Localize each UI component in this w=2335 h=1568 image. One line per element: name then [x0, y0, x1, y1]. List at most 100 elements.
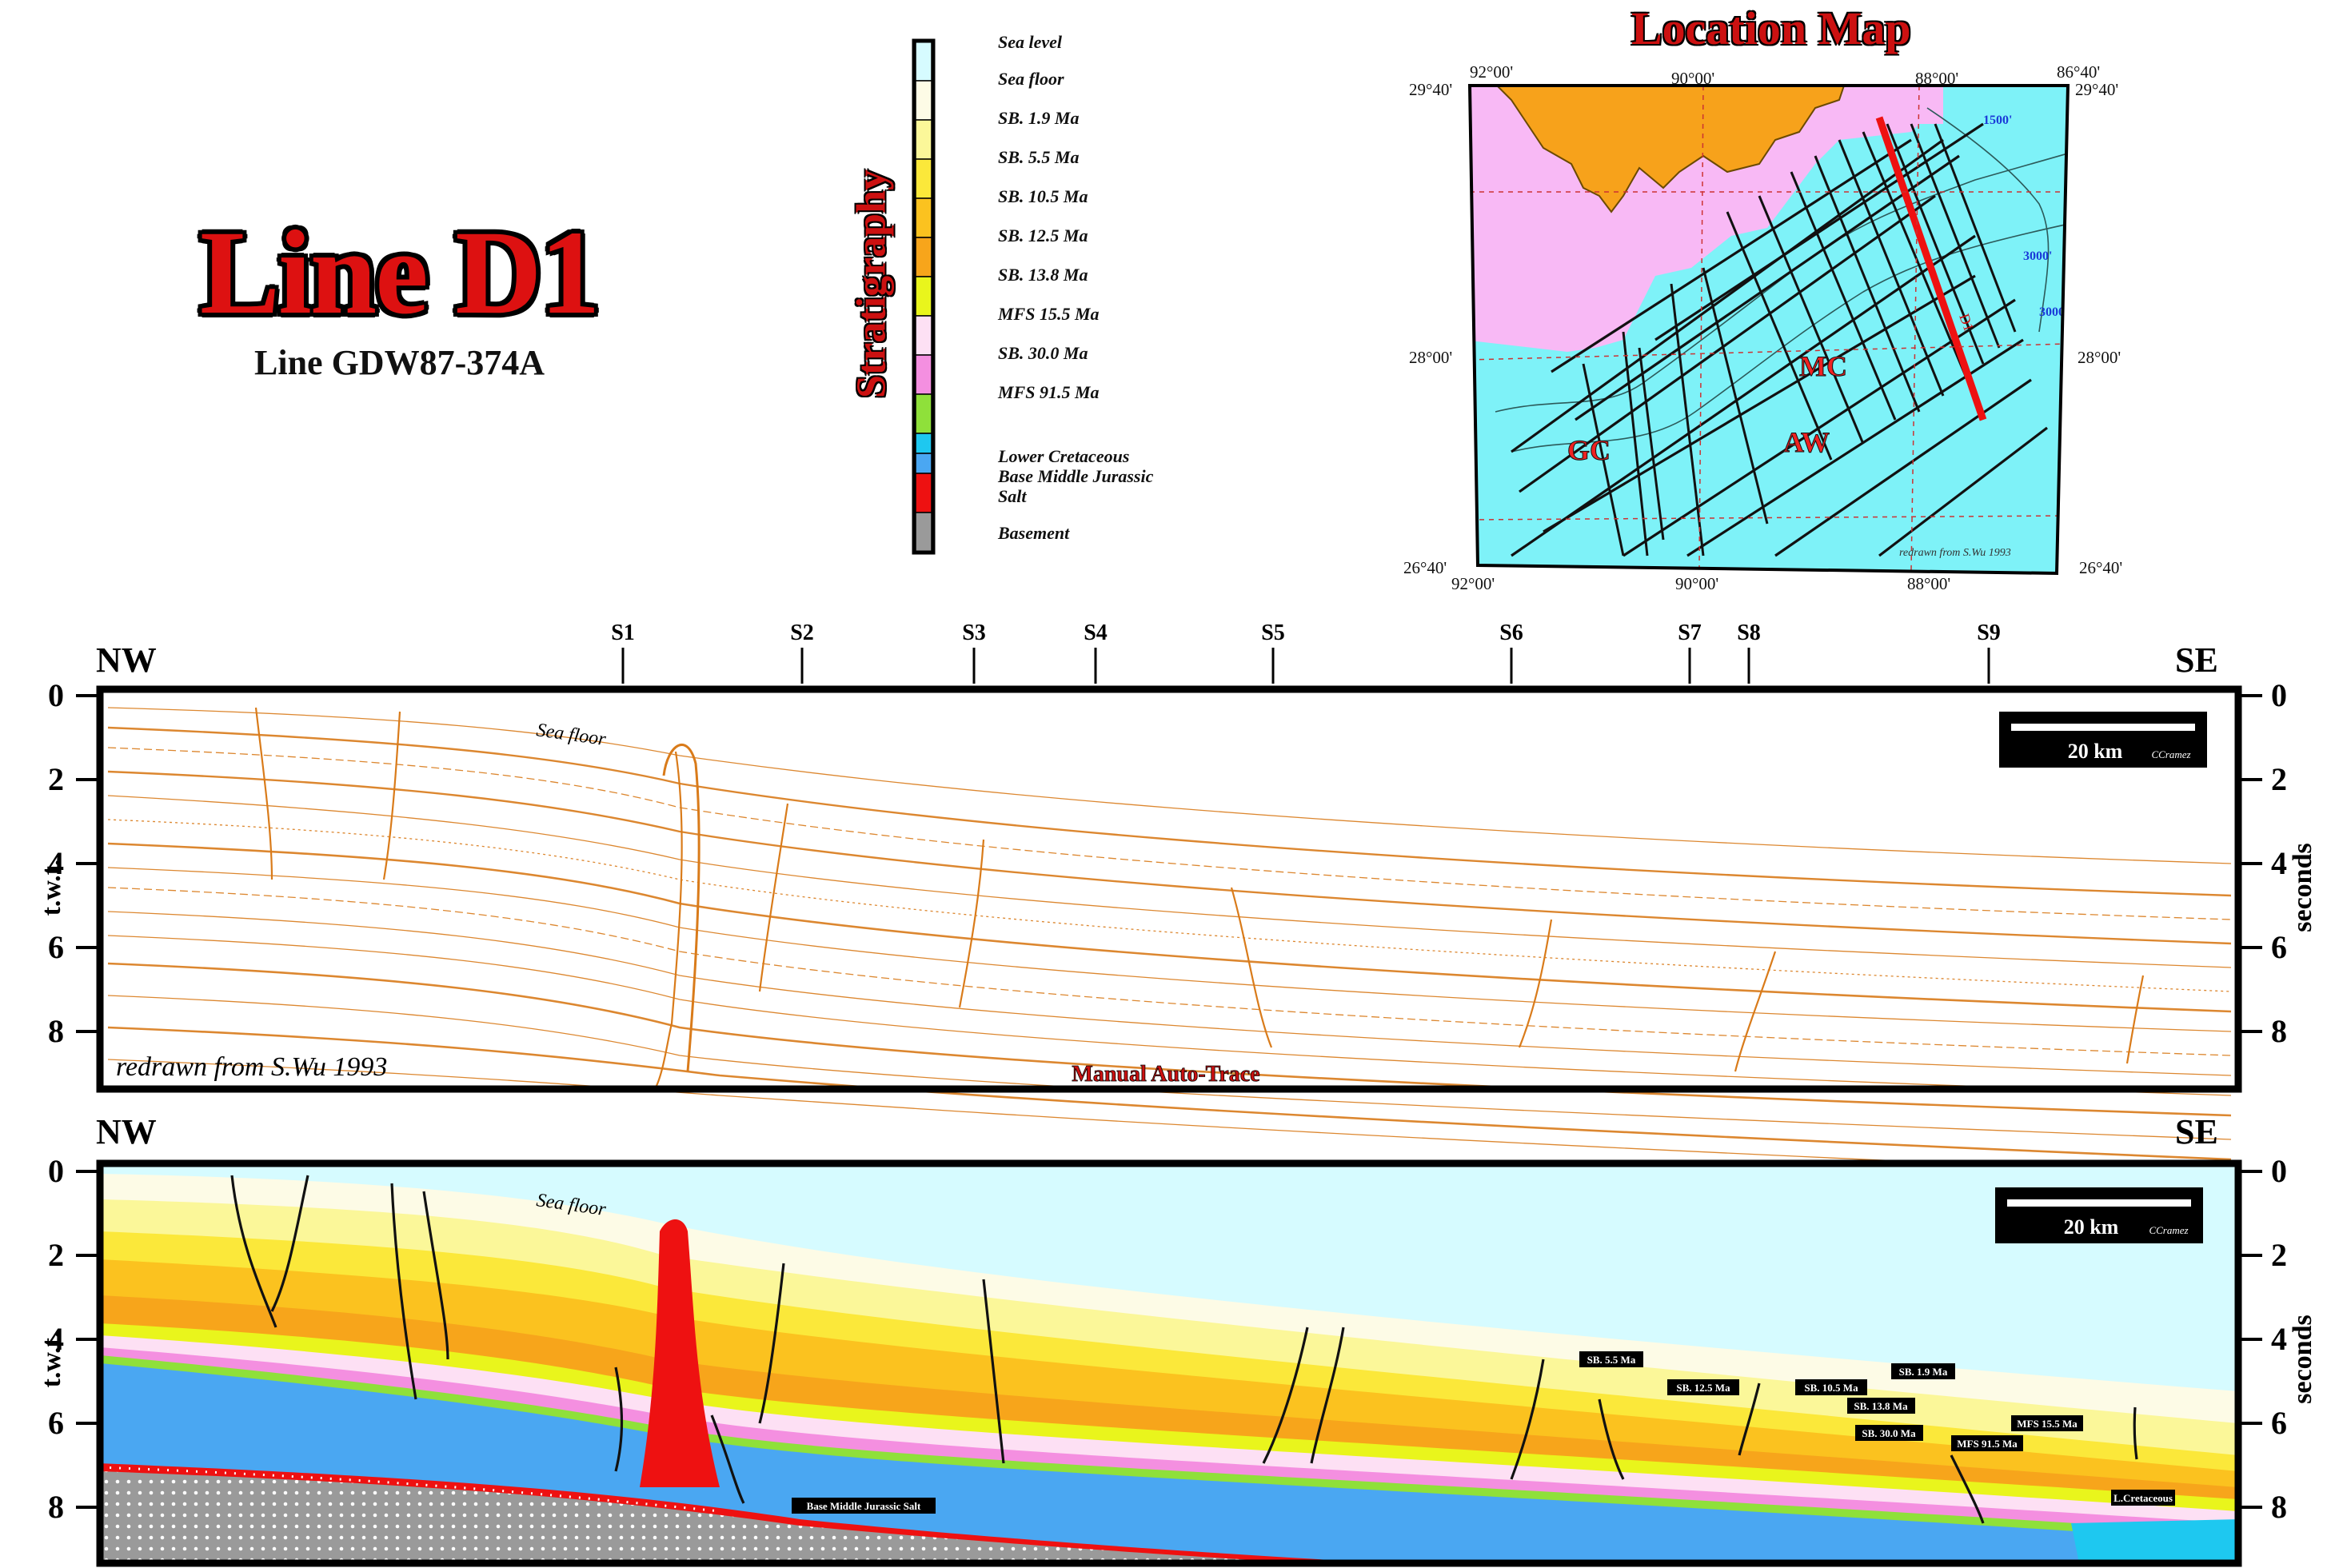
top-right-tick-0: 0 — [2271, 677, 2287, 713]
map-lon-8640-top: 86°40' — [2057, 62, 2101, 82]
top-right-tick-4: 4 — [2271, 845, 2287, 881]
top-sea-floor-label: Sea floor — [535, 720, 608, 750]
legend-swatches — [912, 38, 936, 555]
legend-label-lower-cretaceous: Lower Cretaceous — [998, 446, 1130, 466]
station-s3: S3 — [962, 620, 986, 645]
top-left-tick-4: 4 — [48, 845, 64, 881]
bottom-right-tick-6: 6 — [2271, 1405, 2287, 1441]
map-lat-2800-right: 28°00' — [2078, 348, 2121, 367]
legend-swatch-5 — [915, 237, 932, 277]
location-map-title: Location Map — [1631, 2, 1911, 54]
bottom-scale-label: 20 km — [2064, 1215, 2119, 1239]
top-scale-credit: CCramez — [2151, 748, 2190, 760]
tag-base-middle-jurassic-salt: Base Middle Jurassic Salt — [807, 1500, 921, 1512]
tag-sb-10-5: SB. 10.5 Ma — [1804, 1382, 1858, 1394]
bottom-left-axis-label: t.w.t. — [37, 1331, 66, 1388]
legend-swatch-9 — [915, 393, 932, 434]
tag-sb-12-5: SB. 12.5 Ma — [1676, 1382, 1730, 1394]
map-area-gc: GC — [1567, 434, 1611, 466]
map-lat-2940-right: 29°40' — [2075, 80, 2119, 99]
legend-label-mfs-91-5: MFS 91.5 Ma — [998, 382, 1100, 402]
tag-sb-13-8: SB. 13.8 Ma — [1854, 1400, 1908, 1412]
station-s5: S5 — [1261, 620, 1285, 645]
bottom-left-tick-0: 0 — [48, 1153, 64, 1189]
station-s7: S7 — [1678, 620, 1702, 645]
tag-sb-30-0: SB. 30.0 Ma — [1862, 1427, 1916, 1439]
map-lon-90-bottom: 90°00' — [1675, 574, 1719, 593]
top-scale-label: 20 km — [2068, 740, 2123, 763]
bottom-nw-label: NW — [96, 1112, 157, 1151]
map-area-mc: MC — [1799, 350, 1847, 382]
legend-label-sb-1-9: SB. 1.9 Ma — [998, 108, 1080, 128]
station-s4: S4 — [1084, 620, 1108, 645]
legend-label-sea-floor: Sea floor — [998, 69, 1064, 89]
location-map: 1500' 3000' 3000' MC GC AW D1 redrawn fr… — [1467, 84, 2070, 576]
legend-swatch-8 — [915, 354, 932, 395]
legend-swatch-13 — [915, 512, 932, 553]
bottom-se-label: SE — [2175, 1112, 2218, 1151]
station-s1: S1 — [611, 620, 635, 645]
legend-label-sea-level: Sea level — [998, 32, 1063, 52]
bottom-section-panel: NW SE — [37, 1112, 2317, 1567]
top-right-tick-8: 8 — [2271, 1013, 2287, 1049]
map-credit: redrawn from S.Wu 1993 — [1899, 547, 2011, 559]
top-right-tick-2: 2 — [2271, 761, 2287, 797]
station-s2: S2 — [790, 620, 814, 645]
bottom-right-tick-4: 4 — [2271, 1321, 2287, 1357]
station-ticks — [621, 648, 1990, 684]
legend-swatch-3 — [915, 158, 932, 199]
legend-label-sb-12-5: SB. 12.5 Ma — [998, 225, 1088, 245]
legend-swatch-12 — [915, 473, 932, 513]
bottom-left-tick-8: 8 — [48, 1489, 64, 1525]
top-se-label: SE — [2175, 640, 2218, 680]
map-lat-2640-left: 26°40' — [1403, 558, 1447, 577]
top-left-axis-label: t.w.t. — [37, 860, 66, 916]
legend-swatch-10 — [915, 433, 932, 454]
station-s9: S9 — [1977, 620, 2001, 645]
seismic-sections: S1 S2 S3 S4 S5 S6 S7 S8 S9 NW SE — [37, 620, 2317, 1567]
map-lon-88-top: 88°00' — [1915, 69, 1959, 88]
legend-swatch-2 — [915, 119, 932, 160]
bottom-left-tick-2: 2 — [48, 1237, 64, 1273]
bottom-left-tick-4: 4 — [48, 1321, 64, 1357]
top-credit: redrawn from S.Wu 1993 — [116, 1052, 387, 1082]
legend-swatch-0 — [915, 41, 932, 82]
svg-text:3000': 3000' — [2023, 249, 2052, 263]
top-caption: Manual Auto-Trace — [1072, 1062, 1259, 1087]
line-title: Line D1 — [200, 206, 601, 339]
legend-label-basement: Basement — [998, 523, 1070, 543]
map-land — [1485, 86, 1849, 213]
top-left-tick-0: 0 — [48, 677, 64, 713]
legend-label-sb-5-5: SB. 5.5 Ma — [998, 147, 1080, 167]
legend-label-sb-10-5: SB. 10.5 Ma — [998, 186, 1088, 206]
legend-swatch-1 — [915, 80, 932, 121]
map-area-aw: AW — [1783, 426, 1830, 458]
top-left-tick-2: 2 — [48, 761, 64, 797]
top-nw-label: NW — [96, 640, 157, 680]
bottom-scale-bar — [1995, 1187, 2203, 1243]
legend-label-sb-13-8: SB. 13.8 Ma — [998, 265, 1088, 285]
top-left-tick-8: 8 — [48, 1013, 64, 1049]
legend-swatch-6 — [915, 276, 932, 317]
legend-swatch-4 — [915, 197, 932, 238]
map-lat-2800-left: 28°00' — [1409, 348, 1453, 367]
map-lat-2940-left: 29°40' — [1409, 80, 1453, 99]
bottom-right-tick-8: 8 — [2271, 1489, 2287, 1525]
legend-label-mfs-15-5: MFS 15.5 Ma — [998, 304, 1100, 324]
legend-swatch-7 — [915, 315, 932, 356]
bottom-left-tick-6: 6 — [48, 1405, 64, 1441]
top-scale-bar — [1999, 712, 2207, 768]
bottom-right-axis-label: seconds — [2288, 1315, 2317, 1403]
station-s6: S6 — [1499, 620, 1523, 645]
tag-sb-5-5: SB. 5.5 Ma — [1587, 1354, 1636, 1366]
tag-mfs-91-5: MFS 91.5 Ma — [1957, 1438, 2018, 1450]
map-lon-92-top: 92°00' — [1470, 62, 1514, 82]
map-lon-92-bottom: 92°00' — [1451, 574, 1495, 593]
bottom-right-tick-2: 2 — [2271, 1237, 2287, 1273]
top-right-axis-label: seconds — [2288, 843, 2317, 932]
top-left-tick-6: 6 — [48, 929, 64, 965]
tag-l-cretaceous: L.Cretaceous — [2113, 1492, 2173, 1504]
map-lon-90-top: 90°00' — [1671, 69, 1715, 88]
map-line-d1 — [1875, 116, 1987, 421]
bottom-scale-credit: CCramez — [2149, 1224, 2188, 1236]
